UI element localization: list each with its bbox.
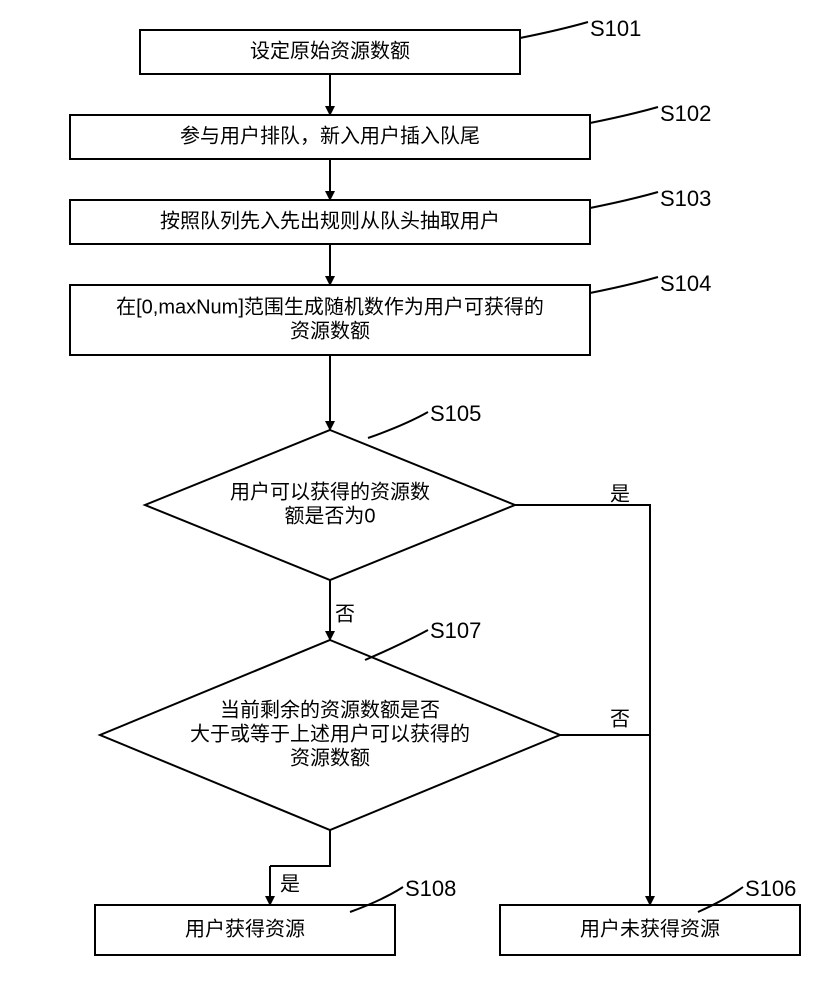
node-S103: 按照队列先入先出规则从队头抽取用户 [70, 200, 590, 244]
step-label-S105: S105 [430, 401, 481, 426]
step-label-S107: S107 [430, 618, 481, 643]
node-text: 额是否为0 [284, 504, 375, 527]
node-text: 按照队列先入先出规则从队头抽取用户 [160, 209, 500, 232]
step-label-S102: S102 [660, 101, 711, 126]
node-text: 资源数额 [290, 319, 370, 342]
edge-label: 是 [280, 873, 300, 895]
node-text: 大于或等于上述用户可以获得的 [190, 722, 470, 745]
node-text: 用户获得资源 [185, 917, 305, 940]
node-text: 用户可以获得的资源数 [230, 480, 430, 503]
node-text: 在[0,maxNum]范围生成随机数作为用户可获得的 [116, 295, 544, 318]
node-S104: 在[0,maxNum]范围生成随机数作为用户可获得的资源数额 [70, 285, 590, 355]
step-label-S101: S101 [590, 16, 641, 41]
node-text: 设定原始资源数额 [250, 39, 410, 62]
edge-label: 是 [610, 483, 630, 505]
node-text: 当前剩余的资源数额是否 [220, 698, 440, 721]
node-S106: 用户未获得资源 [500, 905, 800, 955]
step-label-S106: S106 [745, 876, 796, 901]
step-label-S104: S104 [660, 271, 711, 296]
node-text: 资源数额 [290, 746, 370, 769]
edge-label: 否 [610, 708, 630, 730]
step-label-S108: S108 [405, 876, 456, 901]
node-S108: 用户获得资源 [95, 905, 395, 955]
node-text: 用户未获得资源 [580, 917, 720, 940]
edge-label: 否 [335, 603, 355, 625]
node-S102: 参与用户排队，新入用户插入队尾 [70, 115, 590, 159]
node-S101: 设定原始资源数额 [140, 30, 520, 74]
step-label-S103: S103 [660, 186, 711, 211]
node-text: 参与用户排队，新入用户插入队尾 [180, 124, 480, 147]
